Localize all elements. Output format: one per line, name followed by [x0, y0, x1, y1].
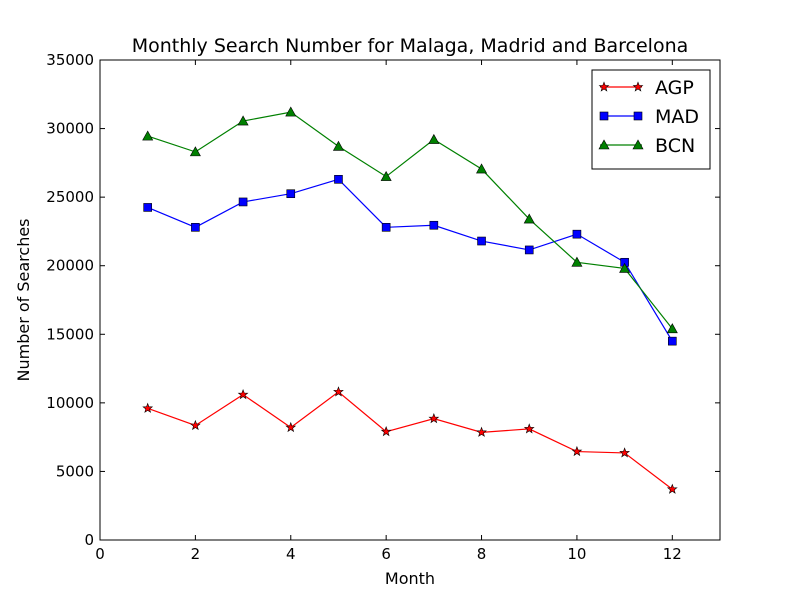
data-point-agp	[523, 423, 535, 434]
data-point-mad	[477, 236, 486, 246]
data-point-agp	[380, 425, 392, 437]
series-bcn	[142, 106, 678, 334]
data-point-agp	[285, 421, 297, 433]
data-point-agp	[333, 386, 344, 397]
x-axis-title: Month	[385, 569, 435, 588]
y-tick-label: 25000	[46, 188, 94, 206]
data-point-mad	[524, 245, 534, 255]
data-point-mad	[572, 229, 582, 239]
legend-marker-bcn	[632, 139, 644, 150]
axis-ticks: 0 2 4 6 8 10 12 0 5000 10000 15000 20000 25000 30000 3…	[46, 51, 720, 563]
data-point-bcn	[237, 115, 249, 126]
x-tick-label: 4	[286, 545, 296, 563]
data-point-agp	[237, 388, 249, 400]
data-point-agp	[142, 402, 154, 413]
data-point-mad	[191, 223, 200, 232]
data-point-bcn	[571, 256, 583, 267]
x-tick-label: 12	[663, 545, 682, 563]
y-axis-title: Number of Searches	[14, 218, 33, 381]
series-line-agp	[147, 391, 673, 490]
legend-marker-agp	[598, 81, 610, 92]
data-point-bcn	[476, 163, 488, 174]
data-point-bcn	[332, 140, 344, 151]
series-line-bcn	[147, 111, 673, 330]
y-tick-label: 15000	[46, 325, 94, 343]
chart-title: Monthly Search Number for Malaga, Madrid…	[132, 35, 689, 57]
legend-label-agp: AGP	[655, 77, 694, 99]
x-tick-label: 6	[381, 545, 391, 563]
data-point-agp	[619, 447, 631, 458]
legend-item-agp: AGP	[598, 77, 694, 99]
data-point-mad	[286, 189, 296, 199]
legend-item-bcn: BCN	[598, 135, 695, 157]
x-tick-label: 8	[477, 545, 487, 563]
legend-marker-agp	[632, 81, 644, 92]
data-point-mad	[238, 197, 248, 207]
series-mad	[143, 175, 677, 346]
legend-marker-mad	[599, 111, 609, 121]
data-point-agp	[428, 412, 440, 424]
plot-area	[142, 106, 678, 494]
data-point-bcn	[380, 170, 392, 181]
x-tick-label: 10	[567, 545, 586, 563]
legend-label-mad: MAD	[655, 106, 699, 128]
data-point-mad	[381, 223, 391, 232]
data-point-agp	[571, 445, 583, 457]
legend-marker-bcn	[598, 139, 610, 150]
data-point-bcn	[428, 133, 440, 144]
y-tick-label: 30000	[46, 120, 94, 138]
y-tick-label: 35000	[46, 51, 94, 69]
series-line-mad	[147, 178, 673, 342]
y-tick-label: 10000	[46, 394, 94, 412]
data-point-bcn	[619, 262, 631, 273]
data-point-bcn	[142, 130, 154, 141]
series-agp	[142, 386, 678, 494]
data-point-agp	[666, 483, 678, 494]
y-tick-label: 0	[84, 531, 94, 549]
legend-marker-mad	[633, 111, 643, 121]
data-point-bcn	[189, 146, 201, 157]
data-point-mad	[143, 203, 152, 212]
legend-label-bcn: BCN	[655, 135, 695, 157]
data-point-agp	[476, 426, 487, 437]
data-point-mad	[668, 336, 677, 346]
data-point-bcn	[666, 323, 678, 334]
data-point-bcn	[523, 213, 535, 224]
y-tick-label: 20000	[46, 257, 94, 275]
y-tick-label: 5000	[56, 462, 94, 480]
x-tick-label: 0	[95, 545, 105, 563]
plot-frame	[99, 59, 721, 541]
data-point-mad	[429, 220, 439, 230]
legend: AGP MAD BCN	[591, 69, 711, 170]
data-point-agp	[189, 419, 201, 431]
x-tick-label: 2	[191, 545, 201, 563]
data-point-mad	[334, 175, 343, 184]
data-point-bcn	[285, 106, 297, 117]
legend-item-mad: MAD	[599, 106, 699, 128]
